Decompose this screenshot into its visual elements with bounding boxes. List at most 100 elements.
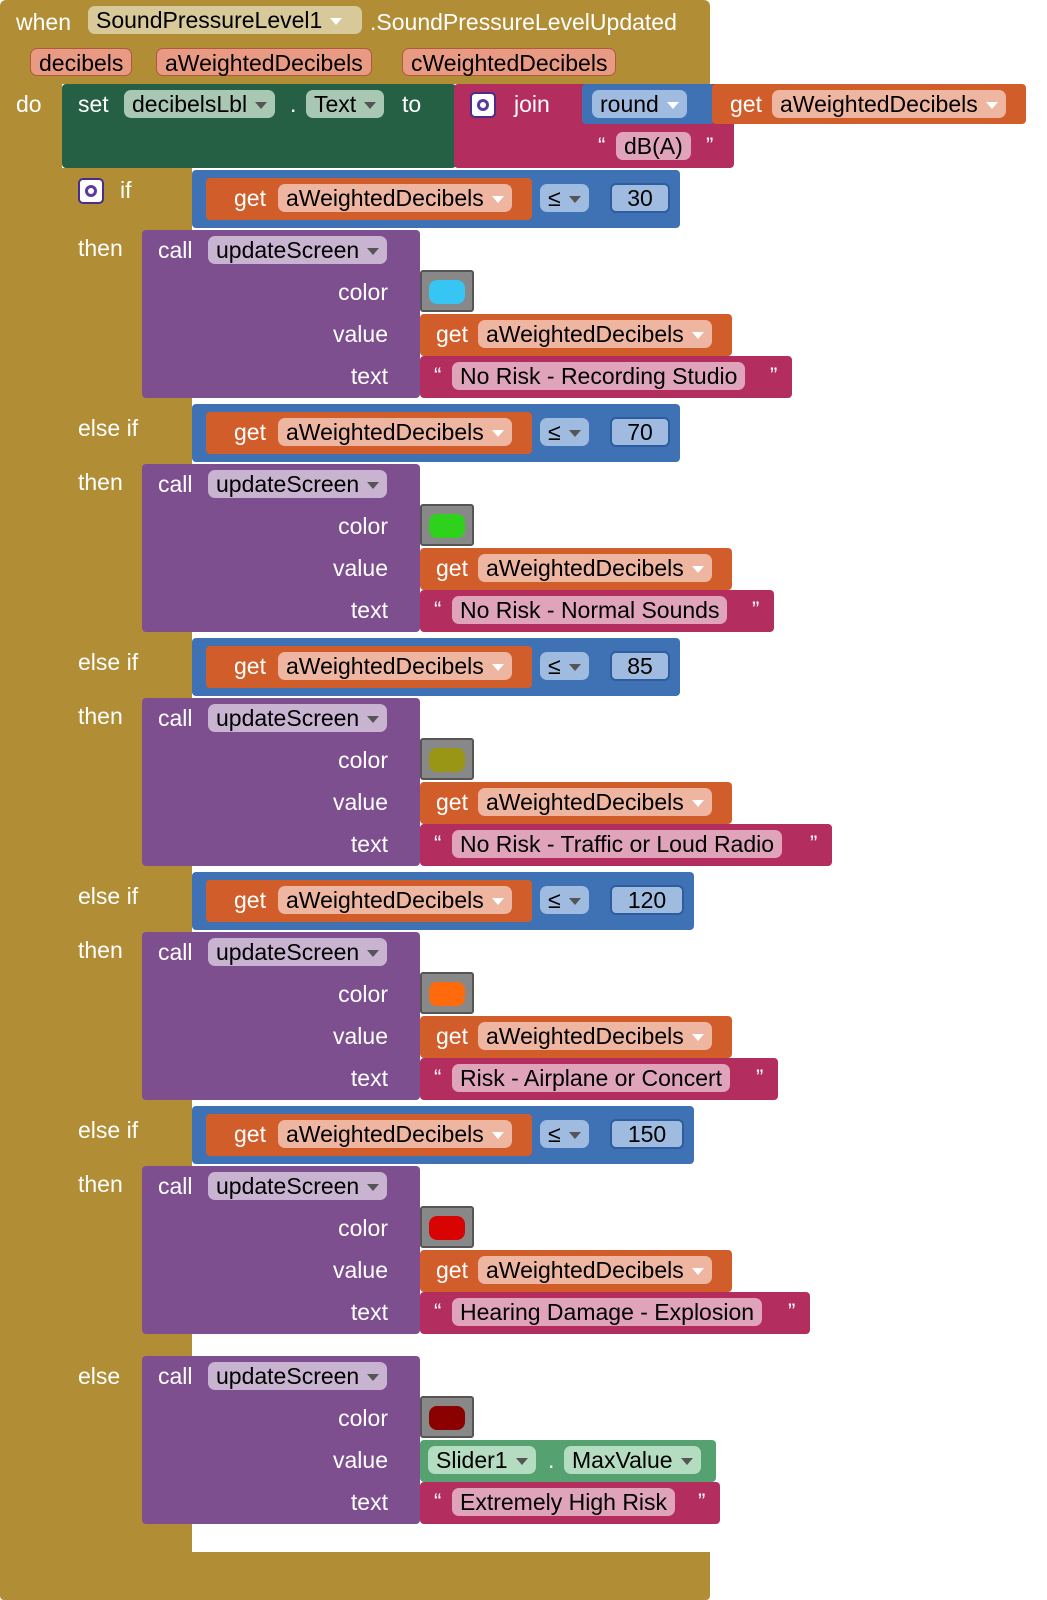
get-var-dropdown[interactable]: aWeightedDecibels	[278, 418, 512, 446]
else-if-keyword: else if	[78, 883, 139, 909]
color-swatch[interactable]	[420, 504, 474, 546]
call-keyword: call	[158, 471, 193, 497]
chevron-down-icon	[491, 430, 504, 438]
color-swatch[interactable]	[420, 270, 474, 312]
chevron-down-icon	[691, 566, 704, 574]
threshold-number[interactable]: 70	[610, 417, 670, 447]
chevron-down-icon	[691, 1034, 704, 1042]
compare-operator-dropdown[interactable]: ≤	[540, 1120, 589, 1148]
open-quote: “	[434, 831, 442, 856]
mutator-gear-icon[interactable]	[470, 92, 496, 118]
close-quote: ”	[752, 597, 760, 622]
procedure-dropdown[interactable]: updateScreen	[208, 938, 388, 966]
compare-operator-dropdown[interactable]: ≤	[540, 652, 589, 680]
color-swatch[interactable]	[420, 738, 474, 780]
color-swatch[interactable]	[420, 972, 474, 1014]
threshold-number[interactable]: 150	[610, 1119, 684, 1149]
get-var-dropdown[interactable]: aWeightedDecibels	[278, 1120, 512, 1148]
component-dropdown[interactable]: SoundPressureLevel1	[88, 6, 362, 34]
color-arg-label: color	[338, 747, 388, 773]
chevron-down-icon	[364, 102, 377, 110]
get-var-dropdown-label: aWeightedDecibels	[286, 887, 484, 913]
get-var-dropdown[interactable]: aWeightedDecibels	[772, 90, 1006, 118]
compare-operator-dropdown-label: ≤	[548, 185, 561, 211]
compare-operator-dropdown[interactable]: ≤	[540, 184, 589, 212]
chevron-down-icon	[985, 102, 998, 110]
color-swatch[interactable]	[420, 1206, 474, 1248]
procedure-dropdown[interactable]: updateScreen	[208, 1362, 388, 1390]
threshold-number[interactable]: 30	[610, 183, 670, 213]
slider-component-dropdown-label: Slider1	[436, 1447, 508, 1473]
get-var-dropdown[interactable]: aWeightedDecibels	[278, 652, 512, 680]
value-arg-label: value	[333, 321, 388, 347]
do-keyword: do	[16, 91, 42, 117]
chevron-down-icon	[491, 898, 504, 906]
compare-operator-dropdown[interactable]: ≤	[540, 886, 589, 914]
call-keyword: call	[158, 1173, 193, 1199]
call-keyword: call	[158, 705, 193, 731]
param-decibels[interactable]: decibels	[30, 48, 133, 76]
get-var-dropdown[interactable]: aWeightedDecibels	[278, 184, 512, 212]
gear-icon	[85, 185, 97, 197]
unit-text-string[interactable]: dB(A)	[616, 132, 691, 160]
then-keyword: then	[78, 469, 123, 495]
chevron-down-icon	[255, 102, 268, 110]
param-c-weighted-decibels[interactable]: cWeightedDecibels	[402, 48, 617, 76]
text-string-value[interactable]: No Risk - Normal Sounds	[452, 596, 728, 624]
get-var-dropdown[interactable]: aWeightedDecibels	[478, 1022, 712, 1050]
slider-property-dropdown[interactable]: MaxValue	[564, 1446, 701, 1474]
chevron-down-icon	[367, 1374, 380, 1382]
set-component-dropdown[interactable]: decibelsLbl	[124, 90, 276, 118]
get-var-dropdown-label: aWeightedDecibels	[486, 321, 684, 347]
procedure-dropdown[interactable]: updateScreen	[208, 236, 388, 264]
procedure-dropdown-label: updateScreen	[216, 1173, 360, 1199]
param-a-weighted-decibels[interactable]: aWeightedDecibels	[156, 48, 372, 76]
getter-dot: .	[548, 1447, 555, 1473]
procedure-dropdown[interactable]: updateScreen	[208, 704, 388, 732]
text-string-value[interactable]: Extremely High Risk	[452, 1488, 676, 1516]
open-quote: “	[434, 1299, 442, 1324]
slider-property-dropdown-label: MaxValue	[572, 1447, 673, 1473]
set-property-dropdown[interactable]: Text	[306, 90, 385, 118]
get-var-dropdown[interactable]: aWeightedDecibels	[478, 788, 712, 816]
text-arg-label: text	[350, 1065, 388, 1091]
get-var-dropdown-label: aWeightedDecibels	[486, 1257, 684, 1283]
chevron-down-icon	[367, 248, 380, 256]
chevron-down-icon	[330, 18, 343, 26]
then-keyword: then	[78, 1171, 123, 1197]
chevron-down-icon	[568, 1132, 581, 1140]
get-keyword: get	[234, 185, 266, 211]
threshold-number[interactable]: 85	[610, 651, 670, 681]
chevron-down-icon	[367, 1184, 380, 1192]
text-string-value[interactable]: Hearing Damage - Explosion	[452, 1298, 763, 1326]
threshold-number[interactable]: 120	[610, 885, 684, 915]
get-var-dropdown[interactable]: aWeightedDecibels	[478, 554, 712, 582]
procedure-dropdown-label: updateScreen	[216, 939, 360, 965]
text-string-value[interactable]: No Risk - Recording Studio	[452, 362, 746, 390]
get-var-dropdown[interactable]: aWeightedDecibels	[278, 886, 512, 914]
if-mutator-gear-icon[interactable]	[78, 178, 104, 204]
compare-operator-dropdown[interactable]: ≤	[540, 418, 589, 446]
close-quote: ”	[770, 363, 778, 388]
procedure-dropdown-label: updateScreen	[216, 237, 360, 263]
chevron-down-icon	[491, 1132, 504, 1140]
get-var-dropdown-label: aWeightedDecibels	[286, 1121, 484, 1147]
chevron-down-icon	[680, 1458, 693, 1466]
else-keyword: else	[78, 1363, 121, 1389]
procedure-dropdown[interactable]: updateScreen	[208, 470, 388, 498]
var-name: aWeightedDecibels	[780, 91, 978, 117]
chevron-down-icon	[691, 1268, 704, 1276]
procedure-dropdown-label: updateScreen	[216, 705, 360, 731]
round-dropdown[interactable]: round	[592, 90, 687, 118]
text-string-value[interactable]: No Risk - Traffic or Loud Radio	[452, 830, 783, 858]
get-var-dropdown[interactable]: aWeightedDecibels	[478, 1256, 712, 1284]
procedure-dropdown[interactable]: updateScreen	[208, 1172, 388, 1200]
color-arg-label: color	[338, 1405, 388, 1431]
color-arg-label: color	[338, 513, 388, 539]
slider-component-dropdown[interactable]: Slider1	[428, 1446, 536, 1474]
text-string-value[interactable]: Risk - Airplane or Concert	[452, 1064, 731, 1092]
get-keyword: get	[234, 887, 266, 913]
chevron-down-icon	[568, 430, 581, 438]
get-var-dropdown[interactable]: aWeightedDecibels	[478, 320, 712, 348]
color-swatch[interactable]	[420, 1396, 474, 1438]
